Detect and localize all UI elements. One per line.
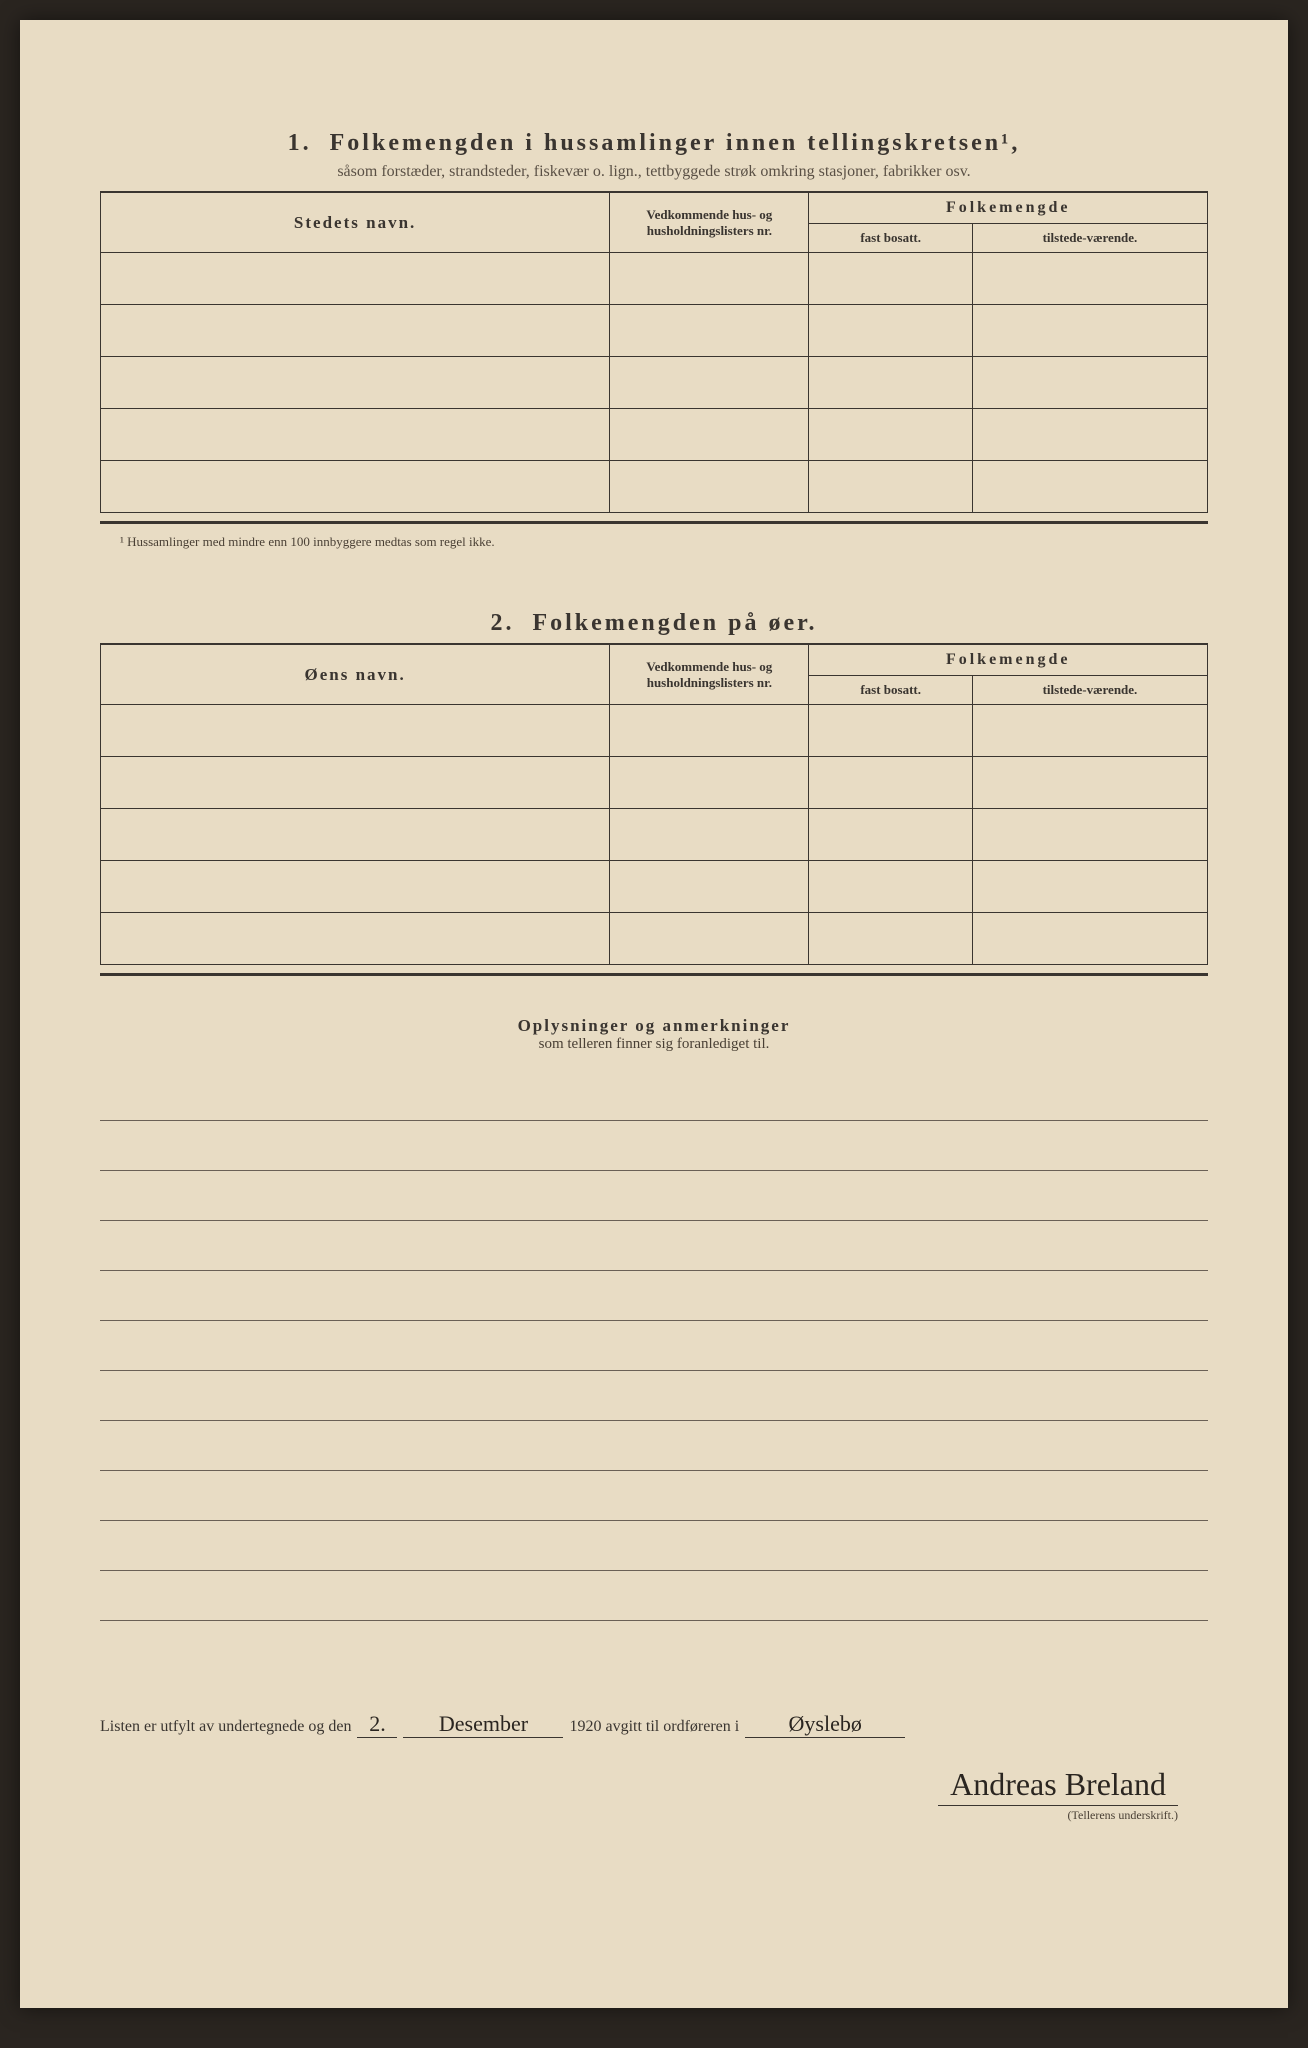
remark-line: [100, 1221, 1208, 1271]
table-cell: [610, 861, 809, 913]
remark-line: [100, 1271, 1208, 1321]
table-cell: [809, 253, 972, 305]
remarks-section: Oplysninger og anmerkninger som telleren…: [100, 1016, 1208, 1621]
table-row: [101, 809, 1208, 861]
table-cell: [972, 253, 1207, 305]
table-row: [101, 461, 1208, 513]
table-cell: [972, 305, 1207, 357]
table-cell: [972, 357, 1207, 409]
signature-name: Andreas Breland: [938, 1766, 1178, 1806]
table-cell: [610, 253, 809, 305]
signature-block: Listen er utfylt av undertegnede og den …: [100, 1711, 1208, 1823]
remark-line: [100, 1321, 1208, 1371]
col-tilstede: tilstede-værende.: [972, 224, 1207, 253]
table-cell: [809, 809, 972, 861]
table-row: [101, 409, 1208, 461]
sig-place: Øyslebø: [745, 1711, 905, 1738]
col-folkemengde: Folkemengde: [809, 192, 1208, 224]
table-cell: [809, 461, 972, 513]
table-cell: [972, 757, 1207, 809]
table-cell: [101, 409, 610, 461]
section-1: 1. Folkemengden i hussamlinger innen tel…: [100, 130, 1208, 550]
table-cell: [610, 809, 809, 861]
table-cell: [610, 409, 809, 461]
section-2: 2. Folkemengden på øer. Øens navn. Vedko…: [100, 610, 1208, 976]
table-cell: [809, 305, 972, 357]
col-stedets-navn: Stedets navn.: [101, 192, 610, 253]
table-cell: [610, 357, 809, 409]
table-cell: [610, 705, 809, 757]
remarks-lines: [100, 1071, 1208, 1621]
table-cell: [809, 913, 972, 965]
table-cell: [101, 705, 610, 757]
table-cell: [101, 913, 610, 965]
col-folkemengde-2: Folkemengde: [809, 644, 1208, 676]
table-row: [101, 253, 1208, 305]
table-cell: [610, 757, 809, 809]
col-fast: fast bosatt.: [809, 224, 972, 253]
remark-line: [100, 1421, 1208, 1471]
table-cell: [101, 809, 610, 861]
table-cell: [610, 461, 809, 513]
table-cell: [101, 757, 610, 809]
col-ref-2: Vedkommende hus- og husholdningslisters …: [610, 644, 809, 705]
table-row: [101, 861, 1208, 913]
sig-month: Desember: [403, 1711, 563, 1738]
table-cell: [809, 357, 972, 409]
remarks-subtitle: som telleren finner sig foranlediget til…: [100, 1036, 1208, 1053]
sig-day: 2.: [357, 1711, 397, 1738]
col-ref: Vedkommende hus- og husholdningslisters …: [610, 192, 809, 253]
remark-line: [100, 1121, 1208, 1171]
table-cell: [101, 253, 610, 305]
table-cell: [972, 409, 1207, 461]
table-cell: [610, 913, 809, 965]
table-cell: [972, 861, 1207, 913]
table-cell: [972, 705, 1207, 757]
section1-subtitle: såsom forstæder, strandsteder, fiskevær …: [100, 163, 1208, 181]
remark-line: [100, 1171, 1208, 1221]
table-cell: [972, 913, 1207, 965]
signature-name-block: Andreas Breland (Tellerens underskrift.): [100, 1766, 1208, 1823]
sig-prefix: Listen er utfylt av undertegnede og den: [100, 1718, 351, 1736]
signature-caption: (Tellerens underskrift.): [100, 1808, 1178, 1823]
section2-table: Øens navn. Vedkommende hus- og husholdni…: [100, 643, 1208, 965]
remark-line: [100, 1521, 1208, 1571]
remark-line: [100, 1371, 1208, 1421]
section1-table: Stedets navn. Vedkommende hus- og hushol…: [100, 191, 1208, 513]
section1-bottom-rule: [100, 521, 1208, 524]
sig-year: 1920 avgitt til ordføreren i: [569, 1718, 739, 1736]
table-cell: [101, 305, 610, 357]
census-form-page: 1. Folkemengden i hussamlinger innen tel…: [20, 20, 1288, 2008]
table-cell: [809, 409, 972, 461]
table-cell: [101, 461, 610, 513]
section1-title: 1. Folkemengden i hussamlinger innen tel…: [100, 130, 1208, 157]
table-cell: [972, 809, 1207, 861]
remarks-title: Oplysninger og anmerkninger: [100, 1016, 1208, 1036]
table-cell: [101, 861, 610, 913]
table-row: [101, 757, 1208, 809]
table-row: [101, 705, 1208, 757]
col-tilstede-2: tilstede-værende.: [972, 676, 1207, 705]
col-oens-navn: Øens navn.: [101, 644, 610, 705]
table-cell: [809, 861, 972, 913]
remark-line: [100, 1571, 1208, 1621]
remark-line: [100, 1071, 1208, 1121]
table-cell: [972, 461, 1207, 513]
signature-line: Listen er utfylt av undertegnede og den …: [100, 1711, 1208, 1738]
col-fast-2: fast bosatt.: [809, 676, 972, 705]
section2-title: 2. Folkemengden på øer.: [100, 610, 1208, 637]
table-row: [101, 913, 1208, 965]
table-cell: [809, 757, 972, 809]
table-cell: [101, 357, 610, 409]
table-row: [101, 357, 1208, 409]
table-row: [101, 305, 1208, 357]
table-cell: [809, 705, 972, 757]
section2-bottom-rule: [100, 973, 1208, 976]
remark-line: [100, 1471, 1208, 1521]
section1-footnote: ¹ Hussamlinger med mindre enn 100 innbyg…: [120, 534, 1208, 550]
table-cell: [610, 305, 809, 357]
